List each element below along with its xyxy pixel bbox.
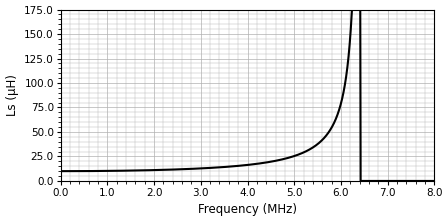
Y-axis label: Ls (μH): Ls (μH) (5, 74, 18, 116)
X-axis label: Frequency (MHz): Frequency (MHz) (198, 203, 297, 216)
